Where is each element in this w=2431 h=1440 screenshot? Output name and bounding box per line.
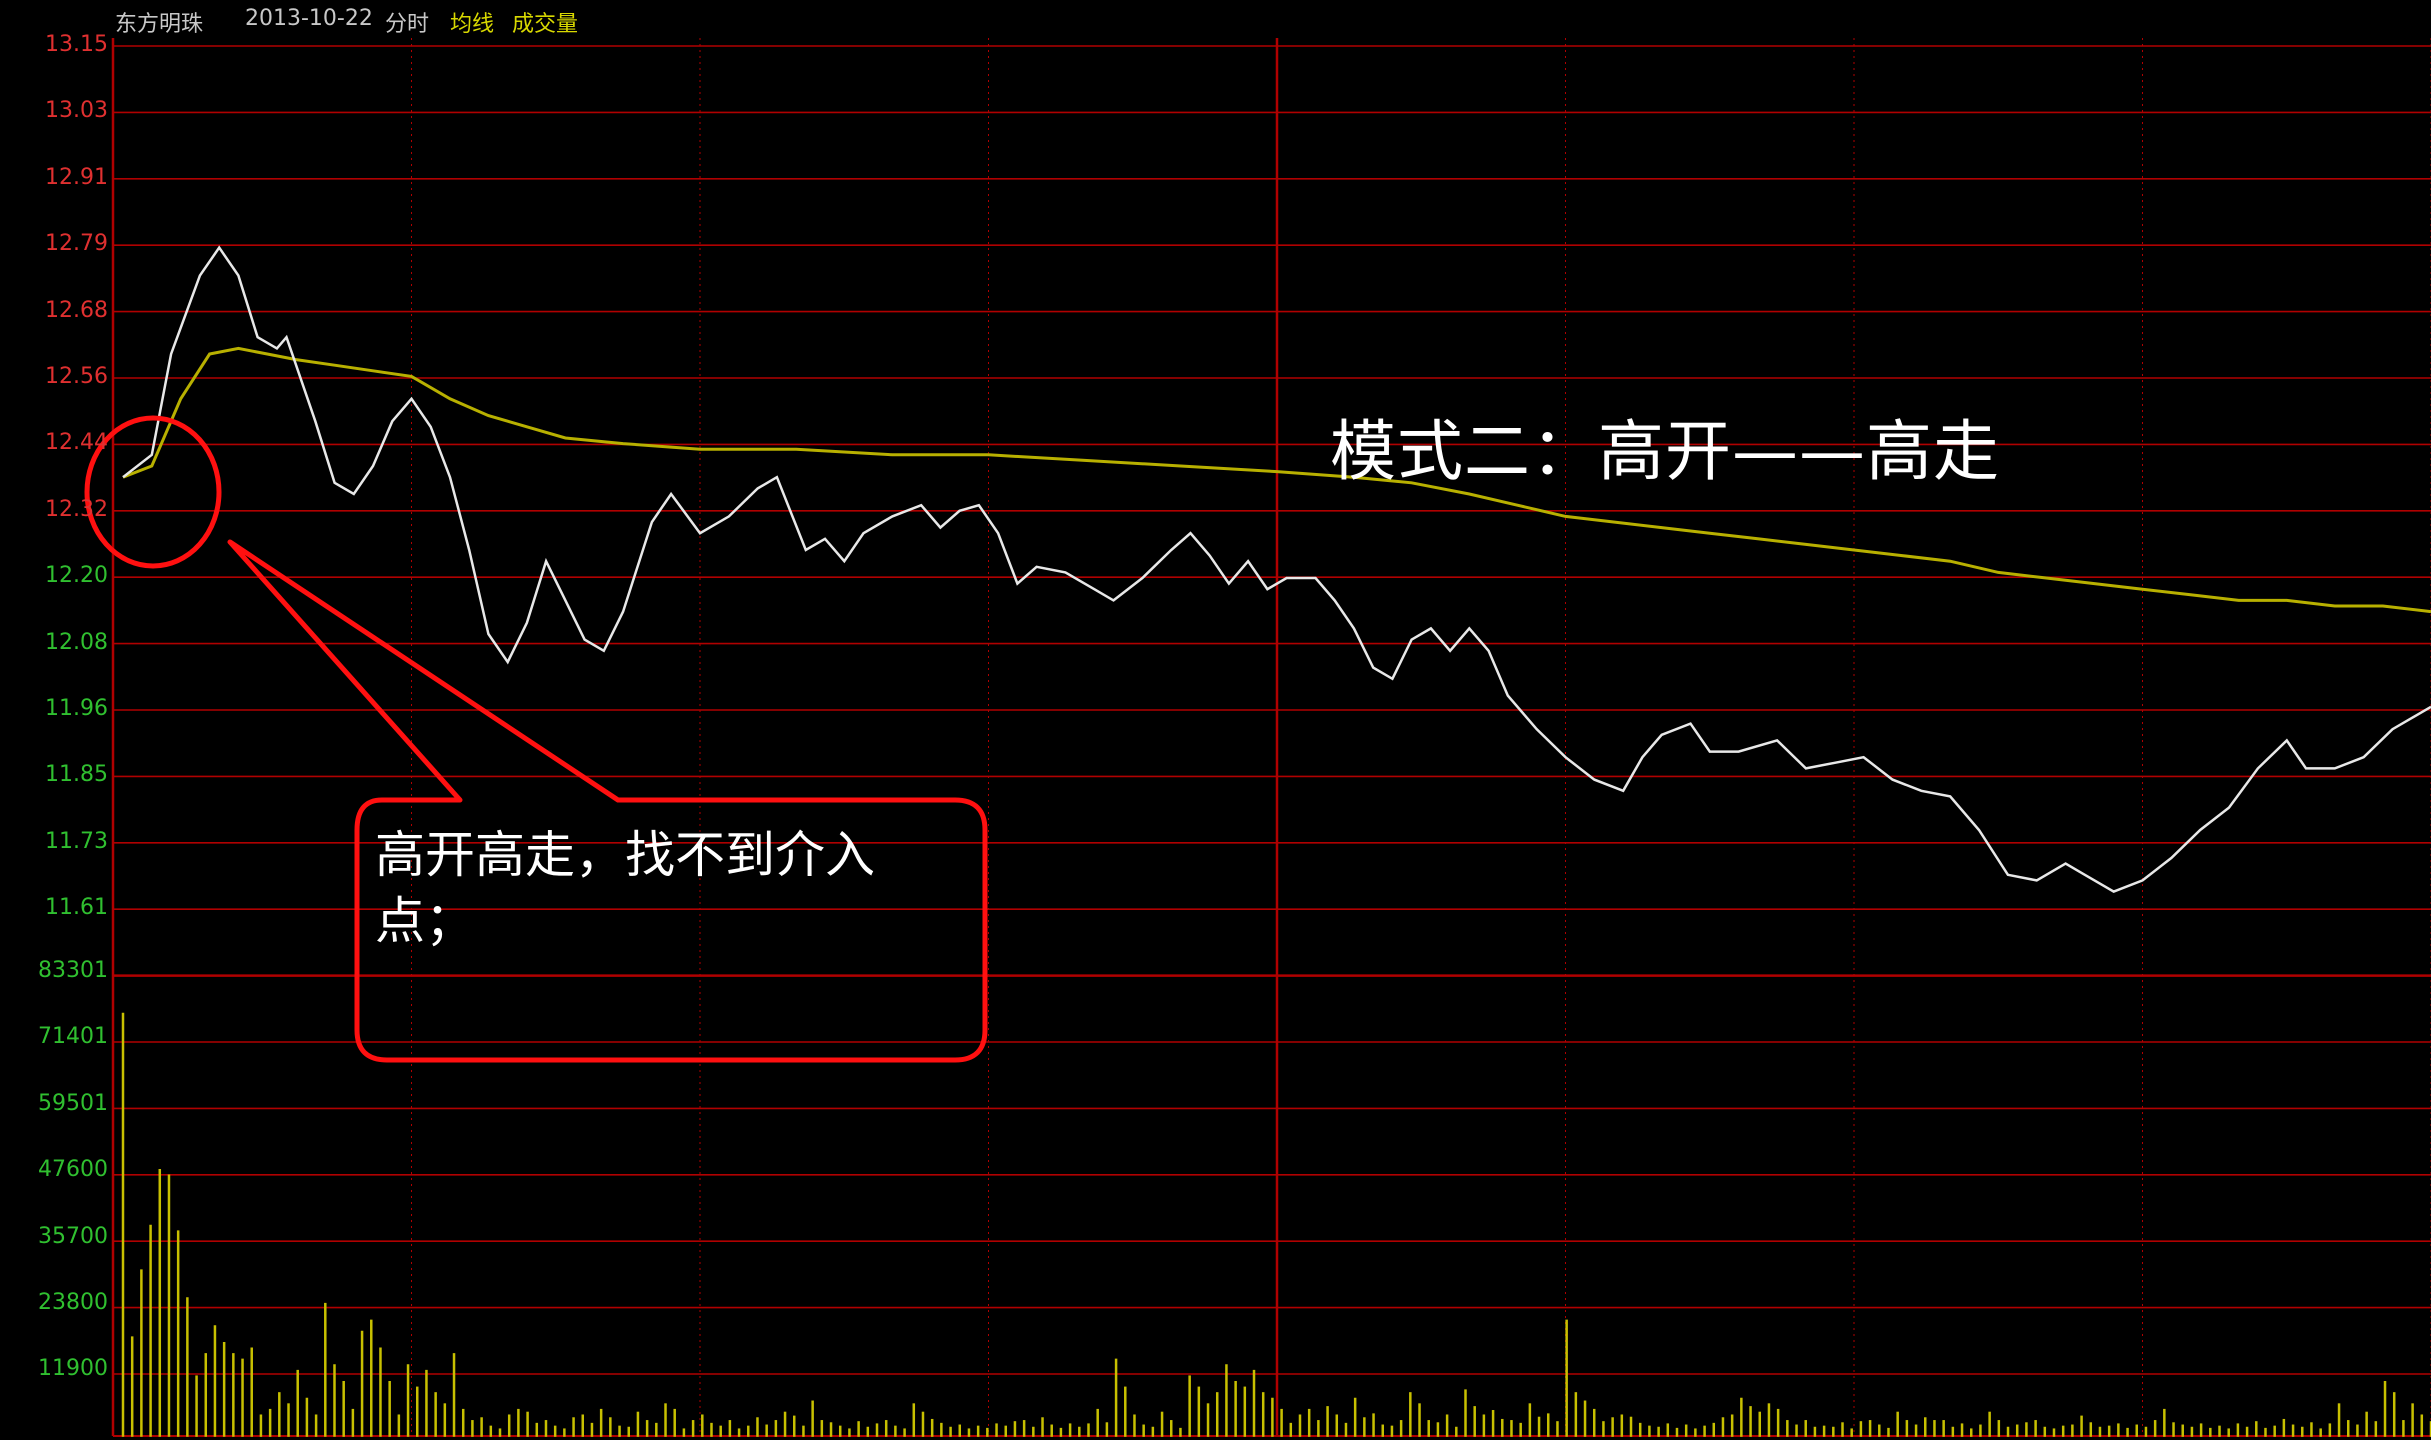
volume-tick-label: 35700	[38, 1223, 108, 1249]
chart-grid	[111, 38, 2431, 1437]
price-tick-label: 13.15	[45, 32, 108, 57]
price-tick-label: 12.56	[45, 364, 108, 389]
price-tick-label: 12.20	[45, 563, 108, 589]
volume-bars	[121, 1012, 2431, 1437]
stock-name: 东方明珠	[115, 12, 204, 37]
price-tick-label: 11.73	[45, 828, 108, 854]
price-tick-label: 12.91	[45, 164, 108, 190]
avg-line-legend[interactable]: 均线	[450, 12, 495, 37]
price-tick-label: 13.03	[45, 98, 108, 124]
volume-tick-label: 23800	[38, 1290, 108, 1315]
volume-legend[interactable]: 成交量	[512, 12, 579, 37]
volume-tick-label: 83301	[38, 958, 108, 983]
price-tick-label: 12.68	[45, 297, 108, 323]
annotation-shapes	[84, 415, 988, 1063]
volume-tick-label: 47600	[38, 1157, 108, 1183]
price-line	[122, 245, 2431, 893]
price-tick-label: 11.85	[45, 762, 108, 788]
volume-tick-label: 71401	[38, 1024, 108, 1050]
price-tick-label: 12.79	[45, 231, 108, 257]
price-tick-label: 12.32	[45, 496, 108, 522]
callout-box	[227, 539, 988, 1063]
chart-date: 2013-10-22	[245, 6, 373, 31]
price-tick-label: 11.61	[45, 895, 108, 921]
pattern-title: 模式二：高开——高走	[1330, 413, 2000, 490]
price-tick-label: 11.96	[45, 696, 108, 721]
volume-tick-label: 59501	[38, 1090, 108, 1116]
callout-text: 高开高走，找不到介入点；	[375, 826, 875, 950]
highlight-circle	[84, 415, 222, 569]
average-price-line	[122, 346, 2431, 614]
price-tick-label: 12.08	[45, 629, 108, 655]
view-mode-label[interactable]: 分时	[385, 12, 430, 37]
price-tick-label: 12.44	[45, 430, 108, 456]
volume-tick-label: 11900	[38, 1356, 108, 1382]
